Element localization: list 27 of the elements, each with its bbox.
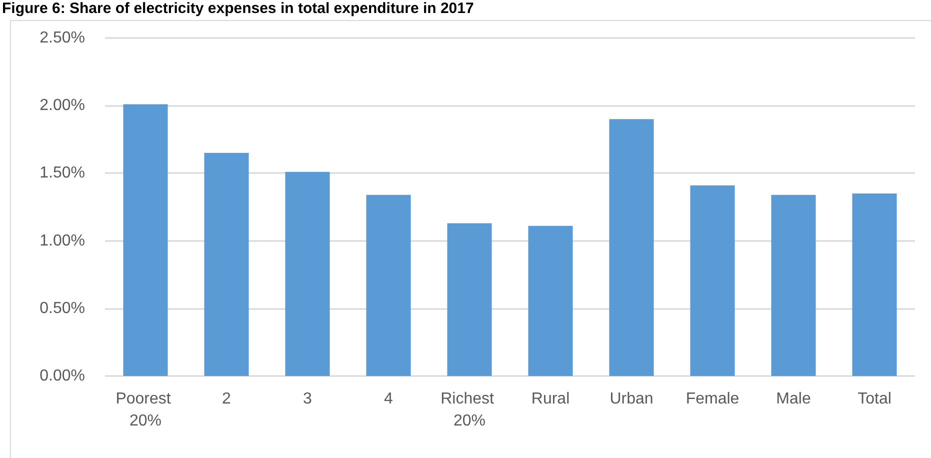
x-tick-label: Richest 20%: [440, 390, 498, 430]
y-tick-label: 0.00%: [40, 368, 85, 384]
x-tick-label: Total: [858, 390, 892, 408]
x-tick-label: Urban: [610, 390, 654, 408]
x-tick-label: 4: [384, 390, 394, 408]
y-tick-label: 2.00%: [40, 97, 85, 114]
chart-title: Figure 6: Share of electricity expenses in total expenditure in 2017: [2, 0, 474, 17]
x-tick-label: Female: [686, 390, 740, 408]
bar: [528, 226, 573, 376]
x-tick-label: Male: [776, 390, 811, 408]
bar: [447, 223, 492, 376]
y-tick-label: 2.50%: [40, 30, 85, 46]
bar: [852, 193, 897, 376]
x-tick-label: Poorest 20%: [116, 390, 176, 430]
x-tick-label: 2: [222, 390, 232, 408]
bar: [204, 152, 249, 376]
x-tick-label: Rural: [531, 390, 570, 408]
y-tick-label: 1.00%: [40, 232, 85, 250]
x-tick-label: 3: [303, 390, 312, 408]
bar: [366, 194, 411, 376]
bar: [690, 185, 735, 376]
y-tick-label: 1.50%: [40, 164, 85, 182]
bar: [285, 172, 330, 376]
y-tick-label: 0.50%: [40, 300, 85, 317]
bar: [123, 104, 168, 376]
bar: [771, 194, 816, 376]
bar: [609, 119, 654, 376]
